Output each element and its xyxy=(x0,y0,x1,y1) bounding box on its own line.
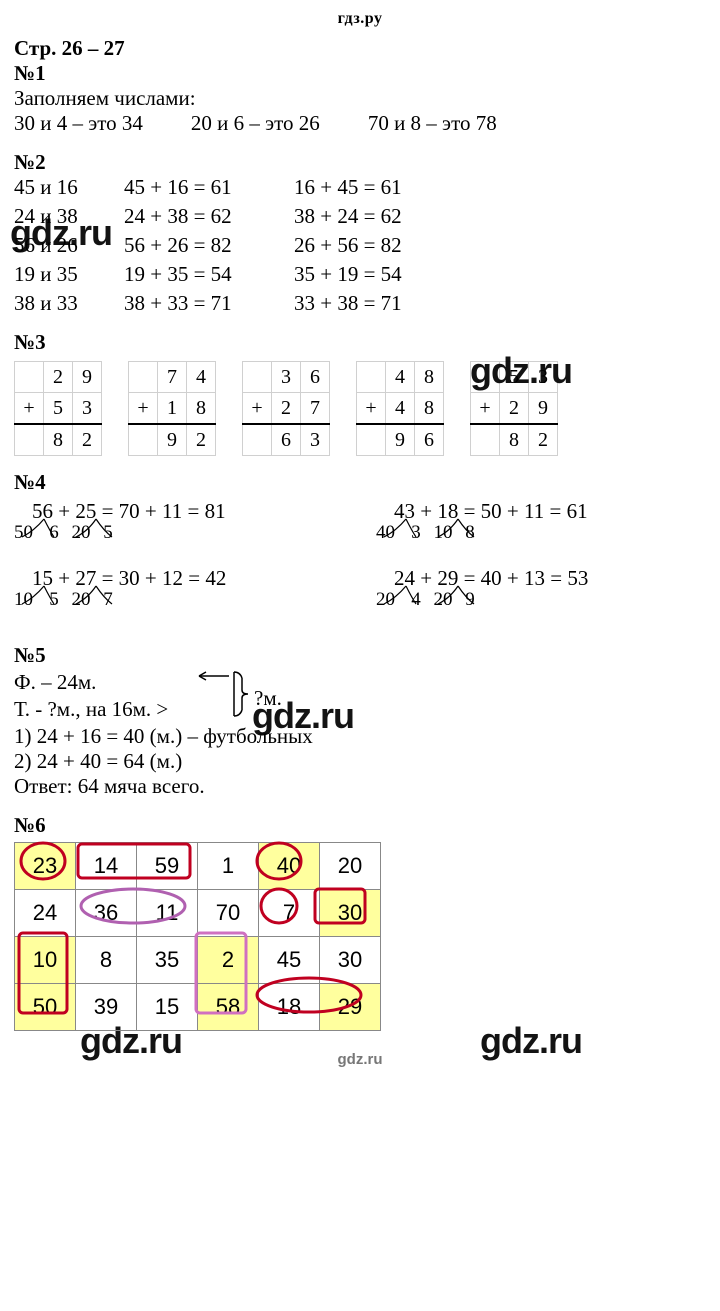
grid-cell: 35 xyxy=(137,937,198,984)
page-reference: Стр. 26 – 27 xyxy=(14,36,706,61)
grid-cell: 30 xyxy=(320,937,381,984)
split-parts: 403108 xyxy=(376,522,676,544)
problem-heading: №2 xyxy=(14,150,706,175)
problem-1-items: 30 и 4 – это 34 20 и 6 – это 26 70 и 8 –… xyxy=(14,111,706,136)
given-line: Т. - ?м., на 16м. > xyxy=(14,697,706,722)
site-title: гдз.ру xyxy=(14,10,706,28)
math-expression: 43 + 18 = 50 + 11 = 61 xyxy=(394,499,676,524)
bracket-label: ?м. xyxy=(254,686,282,711)
problem-1: №1 Заполняем числами: 30 и 4 – это 34 20… xyxy=(14,61,706,136)
number-grid: 23145914020 24361170730 1083524530 50391558… xyxy=(14,842,381,1031)
grid-cell: 23 xyxy=(15,843,76,890)
problem-heading: №1 xyxy=(14,61,706,86)
grid-cell: 30 xyxy=(320,890,381,937)
math-expression: 70 и 8 – это 78 xyxy=(368,111,497,136)
grid-cell: 40 xyxy=(259,843,320,890)
problem-3: №3 29+538274+189236+276348+489653+2982 xyxy=(14,330,706,456)
math-expression: 45 и 16 xyxy=(14,175,124,200)
math-expression: 56 + 25 = 70 + 11 = 81 xyxy=(32,499,314,524)
grid-cell: 10 xyxy=(15,937,76,984)
split-parts: 204209 xyxy=(376,589,676,611)
grid-cell: 11 xyxy=(137,890,198,937)
column-addition: 29+5382 xyxy=(14,361,102,456)
given-line: Ф. – 24м. xyxy=(14,670,706,695)
math-expression: 16 + 45 = 61 xyxy=(294,175,464,200)
math-expression: 33 + 38 = 71 xyxy=(294,291,464,316)
math-expression: 38 и 33 xyxy=(14,291,124,316)
problem-2: №2 45 и 1645 + 16 = 6116 + 45 = 6124 и 3… xyxy=(14,150,706,316)
problem-heading: №6 xyxy=(14,813,706,838)
solution-step: 1) 24 + 16 = 40 (м.) – футбольных xyxy=(14,724,706,749)
column-addition: 48+4896 xyxy=(356,361,444,456)
math-expression: 45 + 16 = 61 xyxy=(124,175,294,200)
grid-cell: 20 xyxy=(320,843,381,890)
answer: Ответ: 64 мяча всего. xyxy=(14,774,706,799)
split-parts: 105207 xyxy=(14,589,314,611)
problem-5: №5 Ф. – 24м. Т. - ?м., на 16м. > ?м. 1) … xyxy=(14,643,706,799)
grid-cell: 36 xyxy=(76,890,137,937)
problem-4: №4 56 + 25 = 70 + 11 = 81506205 43 + 18 =… xyxy=(14,470,706,629)
problem-intro: Заполняем числами: xyxy=(14,86,706,111)
math-expression: 24 + 38 = 62 xyxy=(124,204,294,229)
split-addition: 43 + 18 = 50 + 11 = 61403108 xyxy=(376,499,676,544)
math-expression: 19 и 35 xyxy=(14,262,124,287)
math-expression: 35 + 19 = 54 xyxy=(294,262,464,287)
grid-cell: 29 xyxy=(320,984,381,1031)
column-addition: 74+1892 xyxy=(128,361,216,456)
grid-cell: 18 xyxy=(259,984,320,1031)
watermark: gdz.ru xyxy=(10,212,112,254)
grid-cell: 59 xyxy=(137,843,198,890)
grid-cell: 24 xyxy=(15,890,76,937)
math-expression: 24 + 29 = 40 + 13 = 53 xyxy=(394,566,676,591)
math-expression: 56 + 26 = 82 xyxy=(124,233,294,258)
grid-cell: 15 xyxy=(137,984,198,1031)
split-addition: 15 + 27 = 30 + 12 = 42105207 xyxy=(14,566,314,611)
solution-step: 2) 24 + 40 = 64 (м.) xyxy=(14,749,706,774)
problem-heading: №3 xyxy=(14,330,706,355)
grid-cell: 14 xyxy=(76,843,137,890)
math-expression: 26 + 56 = 82 xyxy=(294,233,464,258)
problem-heading: №4 xyxy=(14,470,706,495)
grid-cell: 8 xyxy=(76,937,137,984)
grid-cell: 2 xyxy=(198,937,259,984)
problem-heading: №5 xyxy=(14,643,706,668)
math-expression: 15 + 27 = 30 + 12 = 42 xyxy=(32,566,314,591)
problem-6: №6 2314591402024361170730108352453050391… xyxy=(14,813,706,1037)
math-expression: 19 + 35 = 54 xyxy=(124,262,294,287)
math-expression: 38 + 33 = 71 xyxy=(124,291,294,316)
column-addition: 36+2763 xyxy=(242,361,330,456)
grid-cell: 50 xyxy=(15,984,76,1031)
watermark: gdz.ru xyxy=(470,350,572,392)
split-addition: 24 + 29 = 40 + 13 = 53204209 xyxy=(376,566,676,611)
grid-cell: 70 xyxy=(198,890,259,937)
watermark: gdz.ru xyxy=(480,1020,582,1062)
grid-cell: 1 xyxy=(198,843,259,890)
grid-cell: 39 xyxy=(76,984,137,1031)
grid-cell: 7 xyxy=(259,890,320,937)
bracket-icon xyxy=(184,668,304,724)
split-addition: 56 + 25 = 70 + 11 = 81506205 xyxy=(14,499,314,544)
grid-cell: 45 xyxy=(259,937,320,984)
math-expression: 38 + 24 = 62 xyxy=(294,204,464,229)
math-expression: 20 и 6 – это 26 xyxy=(191,111,320,136)
math-expression: 30 и 4 – это 34 xyxy=(14,111,143,136)
split-parts: 506205 xyxy=(14,522,314,544)
grid-cell: 58 xyxy=(198,984,259,1031)
